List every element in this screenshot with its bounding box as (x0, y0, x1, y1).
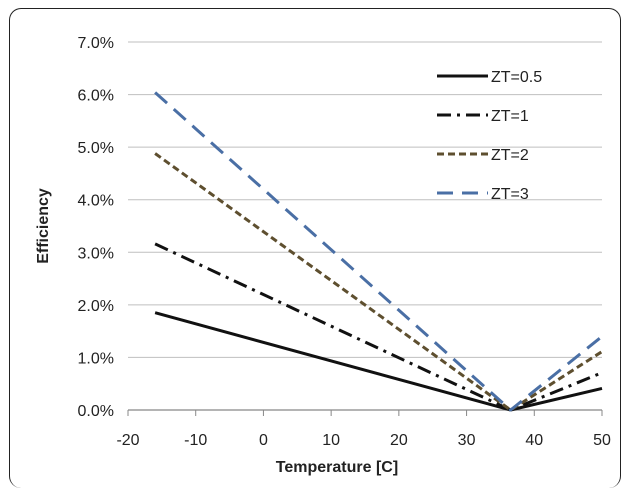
x-tick-label: 50 (593, 432, 611, 449)
y-tick-label: 0.0% (78, 403, 114, 420)
x-tick-label: 20 (390, 432, 408, 449)
y-tick-label: 2.0% (78, 298, 114, 315)
y-axis-title: Efficiency (35, 188, 52, 264)
x-tick-label: 30 (458, 432, 476, 449)
y-tick-label: 3.0% (78, 245, 114, 262)
series-line (154, 91, 603, 412)
x-tick-label: 0 (259, 432, 268, 449)
y-tick-label: 4.0% (78, 193, 114, 210)
legend: ZT=0.5 ZT=1 ZT=2 ZT=3 (437, 69, 542, 203)
series-line (154, 152, 603, 412)
x-tick-label: -20 (116, 432, 139, 449)
x-tick-label: 40 (525, 432, 543, 449)
x-tick-label: 10 (322, 432, 340, 449)
legend-label: ZT=1 (491, 108, 529, 125)
y-tick-label: 7.0% (78, 35, 114, 52)
legend-label: ZT=0.5 (491, 69, 542, 86)
legend-label: ZT=3 (491, 186, 529, 203)
y-tick-label: 5.0% (78, 140, 114, 157)
legend-label: ZT=2 (491, 147, 529, 164)
x-axis-title: Temperature [C] (276, 459, 398, 476)
y-tick-label: 6.0% (78, 88, 114, 105)
x-tick-label: -10 (184, 432, 207, 449)
x-tick-labels: -20 -10 0 10 20 30 40 50 (116, 432, 611, 449)
series-line (154, 242, 603, 412)
y-tick-labels: 0.0% 1.0% 2.0% 3.0% 4.0% 5.0% 6.0% 7.0% (78, 35, 114, 420)
series-lines (154, 91, 603, 412)
axes (127, 409, 603, 416)
y-tick-label: 1.0% (78, 350, 114, 367)
gridlines (128, 41, 602, 358)
